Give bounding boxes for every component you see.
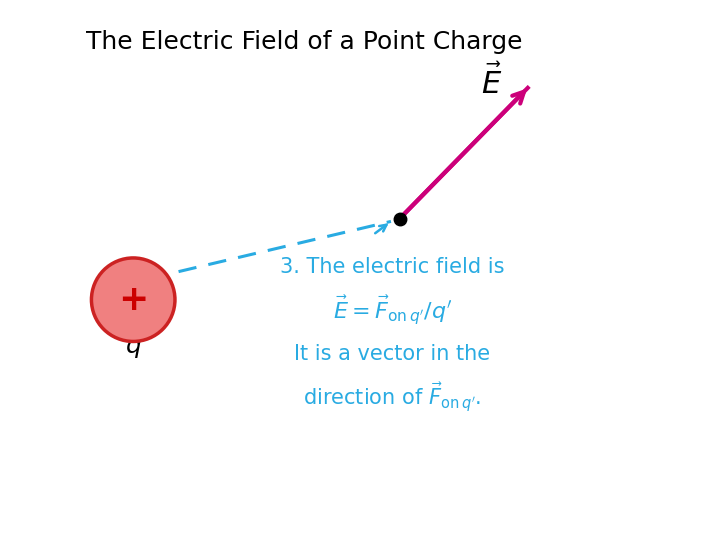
Text: $\vec{E}$: $\vec{E}$: [481, 64, 503, 100]
Ellipse shape: [91, 258, 175, 341]
Text: 3. The electric field is: 3. The electric field is: [280, 257, 505, 278]
Text: The Electric Field of a Point Charge: The Electric Field of a Point Charge: [86, 30, 523, 53]
Text: +: +: [118, 283, 148, 316]
Text: It is a vector in the: It is a vector in the: [294, 343, 490, 364]
Text: direction of $\vec{F}_{\rm on\,\mathit{q}^{\prime}}.$: direction of $\vec{F}_{\rm on\,\mathit{q…: [303, 380, 482, 414]
Text: $\vec{E} = \vec{F}_{\rm on\,\mathit{q}^{\prime}}/\mathit{q}^{\prime}$: $\vec{E} = \vec{F}_{\rm on\,\mathit{q}^{…: [333, 294, 452, 327]
Text: $q$: $q$: [125, 336, 142, 360]
